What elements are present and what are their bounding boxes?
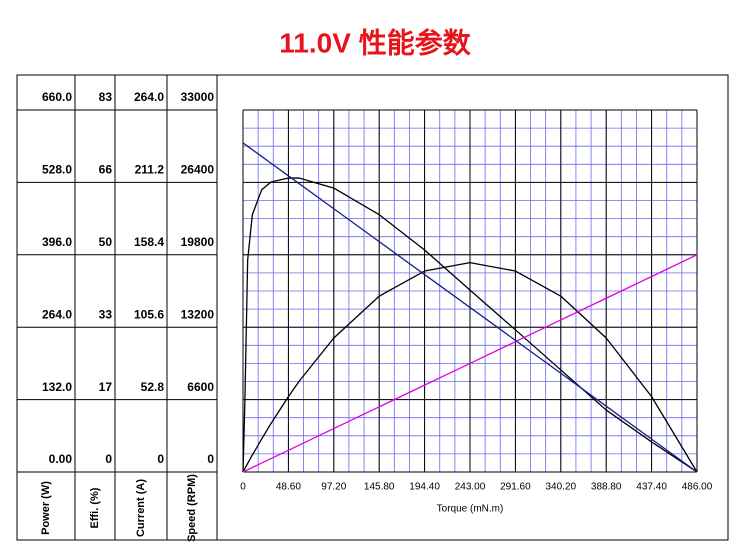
x-axis-label: Torque (mN.m) [437, 504, 504, 515]
y-tick-label: 50 [99, 235, 113, 249]
x-tick-label: 97.20 [321, 482, 346, 493]
curve [242, 142, 698, 473]
y-tick-label: 132.0 [42, 380, 72, 394]
curve [242, 254, 698, 473]
y-axis-label: Power (W) [40, 481, 52, 535]
x-tick-label: 388.80 [591, 482, 622, 493]
y-axis-label: Speed (RPM) [186, 474, 198, 542]
y-tick-label: 83 [99, 90, 113, 104]
y-tick-label: 0.00 [49, 452, 73, 466]
y-tick-label: 0 [157, 452, 164, 466]
y-tick-label: 17 [99, 380, 113, 394]
y-tick-label: 211.2 [135, 163, 165, 177]
y-axis-label: Effi. (%) [89, 487, 101, 528]
curve [242, 177, 698, 473]
y-tick-label: 13200 [181, 307, 215, 321]
x-tick-label: 0 [240, 482, 246, 493]
x-tick-label: 194.40 [409, 482, 440, 493]
y-tick-label: 26400 [181, 163, 215, 177]
y-tick-label: 528.0 [42, 163, 72, 177]
y-tick-label: 660.0 [42, 90, 72, 104]
x-tick-label: 437.40 [636, 482, 667, 493]
y-tick-label: 0 [105, 452, 112, 466]
curve [242, 261, 698, 473]
y-tick-label: 396.0 [42, 235, 72, 249]
x-tick-label: 486.00 [682, 482, 713, 493]
x-tick-label: 48.60 [276, 482, 301, 493]
y-tick-label: 264.0 [134, 90, 164, 104]
y-tick-label: 19800 [181, 235, 215, 249]
y-tick-label: 0 [207, 452, 214, 466]
chart-title: 11.0V 性能参数 [279, 26, 471, 58]
table-columns [74, 75, 218, 540]
y-tick-label: 264.0 [42, 307, 72, 321]
y-tick-label: 6600 [187, 380, 214, 394]
x-tick-label: 340.20 [546, 482, 577, 493]
x-tick-label: 145.80 [364, 482, 395, 493]
y-axis-label: Current (A) [135, 479, 147, 537]
y-tick-label: 66 [99, 163, 113, 177]
x-tick-label: 243.00 [455, 482, 486, 493]
y-tick-label: 158.4 [134, 235, 164, 249]
y-tick-label: 52.8 [141, 380, 165, 394]
y-tick-label: 105.6 [134, 307, 164, 321]
x-tick-label: 291.60 [500, 482, 531, 493]
y-tick-label: 33 [99, 307, 113, 321]
frame [16, 74, 729, 541]
y-tick-label: 33000 [181, 90, 215, 104]
